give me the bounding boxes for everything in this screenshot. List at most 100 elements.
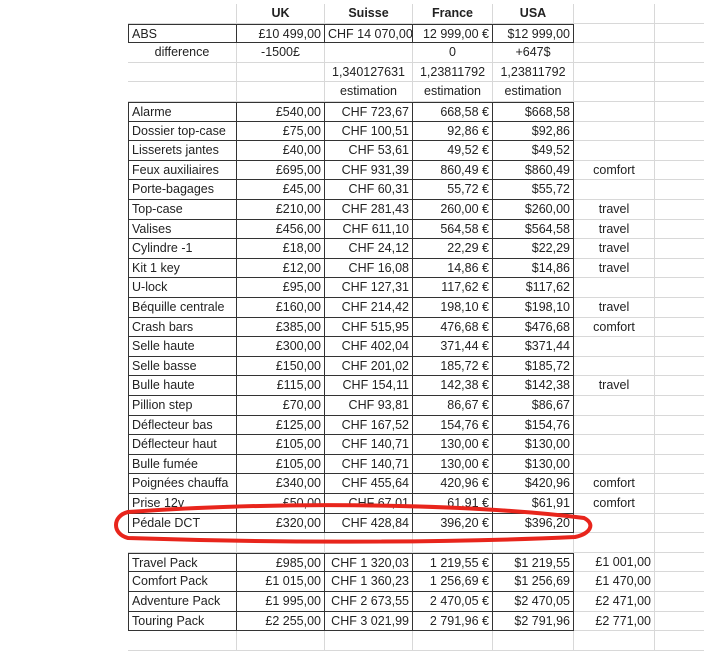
cell[interactable]: Déflecteur bas bbox=[128, 415, 237, 436]
cell[interactable]: CHF 14 070,00 bbox=[325, 23, 413, 44]
cell[interactable]: £320,00 bbox=[237, 513, 325, 534]
cell[interactable]: Lisserets jantes bbox=[128, 141, 237, 161]
cell[interactable] bbox=[325, 43, 413, 63]
cell[interactable]: £1 015,00 bbox=[237, 572, 325, 592]
cell[interactable]: CHF 201,02 bbox=[325, 356, 413, 377]
cell[interactable]: CHF 140,71 bbox=[325, 454, 413, 475]
cell[interactable]: CHF 100,51 bbox=[325, 121, 413, 142]
cell[interactable]: France bbox=[413, 4, 493, 24]
cell[interactable]: Dossier top-case bbox=[128, 121, 237, 142]
cell[interactable]: £95,00 bbox=[237, 278, 325, 298]
cell[interactable]: 61,91 € bbox=[413, 494, 493, 514]
cell[interactable]: travel bbox=[574, 219, 655, 240]
cell[interactable] bbox=[655, 141, 704, 161]
cell[interactable] bbox=[655, 4, 704, 24]
cell[interactable]: $371,44 bbox=[493, 337, 574, 357]
cell[interactable] bbox=[655, 435, 704, 455]
cell[interactable]: Déflecteur haut bbox=[128, 435, 237, 455]
cell[interactable]: 420,96 € bbox=[413, 474, 493, 494]
cell[interactable]: estimation bbox=[493, 82, 574, 102]
cell[interactable]: 55,72 € bbox=[413, 180, 493, 200]
cell[interactable]: 1 219,55 € bbox=[413, 552, 493, 573]
cell[interactable]: 49,52 € bbox=[413, 141, 493, 161]
cell[interactable] bbox=[655, 220, 704, 240]
cell[interactable]: $61,91 bbox=[493, 494, 574, 514]
cell[interactable] bbox=[574, 4, 655, 24]
cell[interactable]: 0 bbox=[413, 43, 493, 63]
cell[interactable]: 396,20 € bbox=[413, 513, 493, 534]
cell[interactable]: travel bbox=[574, 239, 655, 259]
cell[interactable]: 92,86 € bbox=[413, 121, 493, 142]
cell[interactable] bbox=[128, 4, 237, 24]
cell[interactable]: £985,00 bbox=[237, 552, 325, 573]
cell[interactable] bbox=[655, 102, 704, 122]
cell[interactable]: Béquille centrale bbox=[128, 298, 237, 318]
cell[interactable]: £385,00 bbox=[237, 317, 325, 338]
cell[interactable]: 476,68 € bbox=[413, 317, 493, 338]
cell[interactable]: Valises bbox=[128, 219, 237, 240]
cell[interactable] bbox=[655, 200, 704, 220]
cell[interactable]: 14,86 € bbox=[413, 258, 493, 279]
cell[interactable]: £40,00 bbox=[237, 141, 325, 161]
cell[interactable]: $130,00 bbox=[493, 454, 574, 475]
cell[interactable]: CHF 723,67 bbox=[325, 102, 413, 122]
cell[interactable]: 1 256,69 € bbox=[413, 572, 493, 592]
cell[interactable] bbox=[655, 357, 704, 377]
cell[interactable]: $564,58 bbox=[493, 219, 574, 240]
cell[interactable] bbox=[574, 180, 655, 200]
cell[interactable]: 1,23811792 bbox=[493, 62, 574, 83]
cell[interactable]: Poignées chauffa bbox=[128, 474, 237, 494]
cell[interactable]: travel bbox=[574, 258, 655, 279]
cell[interactable] bbox=[655, 82, 704, 102]
cell[interactable]: Bulle fumée bbox=[128, 454, 237, 475]
cell[interactable]: CHF 53,61 bbox=[325, 141, 413, 161]
cell[interactable]: 1,23811792 bbox=[413, 62, 493, 83]
cell[interactable]: £340,00 bbox=[237, 474, 325, 494]
cell[interactable] bbox=[574, 631, 655, 651]
cell[interactable]: Pillion step bbox=[128, 396, 237, 416]
cell[interactable]: £105,00 bbox=[237, 435, 325, 455]
cell[interactable]: +647$ bbox=[493, 43, 574, 63]
cell[interactable]: CHF 1 320,03 bbox=[325, 552, 413, 573]
cell[interactable]: estimation bbox=[413, 82, 493, 102]
cell[interactable]: £1 995,00 bbox=[237, 592, 325, 612]
cell[interactable]: CHF 154,11 bbox=[325, 376, 413, 396]
cell[interactable]: $86,67 bbox=[493, 396, 574, 416]
cell[interactable]: Crash bars bbox=[128, 317, 237, 338]
cell[interactable] bbox=[325, 533, 413, 553]
cell[interactable]: Selle basse bbox=[128, 356, 237, 377]
cell[interactable]: $860,49 bbox=[493, 160, 574, 181]
cell[interactable]: Top-case bbox=[128, 200, 237, 220]
cell[interactable] bbox=[655, 514, 704, 534]
cell[interactable]: 86,67 € bbox=[413, 396, 493, 416]
cell[interactable]: £75,00 bbox=[237, 121, 325, 142]
cell[interactable]: difference bbox=[128, 43, 237, 63]
cell[interactable]: CHF 93,81 bbox=[325, 396, 413, 416]
cell[interactable] bbox=[655, 259, 704, 279]
cell[interactable]: £70,00 bbox=[237, 396, 325, 416]
cell[interactable]: CHF 16,08 bbox=[325, 258, 413, 279]
cell[interactable] bbox=[128, 533, 237, 553]
cell[interactable]: Touring Pack bbox=[128, 611, 237, 632]
cell[interactable]: 185,72 € bbox=[413, 356, 493, 377]
cell[interactable] bbox=[655, 376, 704, 396]
cell[interactable]: comfort bbox=[574, 160, 655, 181]
cell[interactable] bbox=[655, 318, 704, 338]
cell[interactable]: CHF 140,71 bbox=[325, 435, 413, 455]
cell[interactable] bbox=[655, 553, 704, 573]
cell[interactable]: £18,00 bbox=[237, 239, 325, 259]
cell[interactable]: £150,00 bbox=[237, 356, 325, 377]
cell[interactable]: estimation bbox=[325, 82, 413, 102]
cell[interactable]: £210,00 bbox=[237, 200, 325, 220]
cell[interactable] bbox=[574, 278, 655, 298]
cell[interactable]: $1 256,69 bbox=[493, 572, 574, 592]
cell[interactable] bbox=[655, 337, 704, 357]
cell[interactable]: CHF 1 360,23 bbox=[325, 572, 413, 592]
cell[interactable]: CHF 402,04 bbox=[325, 337, 413, 357]
cell[interactable] bbox=[574, 43, 655, 63]
cell[interactable] bbox=[237, 82, 325, 102]
cell[interactable]: £1 001,00 bbox=[574, 552, 655, 573]
cell[interactable] bbox=[655, 239, 704, 259]
cell[interactable]: $130,00 bbox=[493, 435, 574, 455]
cell[interactable] bbox=[128, 62, 237, 83]
